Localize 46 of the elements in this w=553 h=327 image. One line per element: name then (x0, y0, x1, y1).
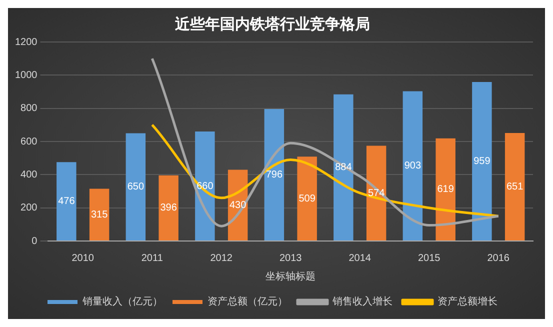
bar (89, 188, 110, 240)
bar (334, 94, 354, 240)
x-axis-title: 坐标轴标题 (266, 270, 316, 283)
bar (158, 175, 178, 240)
data-label: 315 (90, 209, 108, 220)
x-tick-label: 2016 (487, 252, 510, 264)
x-tick-label: 2011 (141, 252, 164, 264)
bar (436, 138, 456, 240)
legend-label: 资产总额（亿元） (208, 296, 288, 308)
bar (56, 162, 76, 240)
x-tick-label: 2013 (280, 252, 302, 264)
bar (195, 132, 215, 240)
bar (504, 133, 525, 240)
data-label: 959 (474, 156, 491, 167)
bar (297, 156, 317, 240)
data-label: 476 (58, 196, 76, 208)
bar (264, 108, 284, 240)
chart-title: 近些年国内铁塔行业竞争格局 (174, 14, 370, 33)
y-tick-label: 200 (20, 202, 38, 214)
bar (402, 91, 423, 240)
y-tick-label: 800 (20, 103, 38, 114)
line-series (150, 57, 500, 228)
x-tick-label: 2010 (72, 252, 94, 264)
y-tick-label: 1200 (14, 36, 38, 48)
x-tick-label: 2015 (418, 252, 441, 264)
y-tick-label: 1000 (14, 70, 38, 81)
legend-label: 销售收入增长 (332, 296, 392, 308)
bar (366, 146, 386, 240)
data-label: 619 (437, 184, 454, 196)
data-label: 651 (506, 182, 524, 193)
y-tick-label: 600 (20, 136, 38, 148)
data-label: 903 (404, 160, 422, 172)
y-tick-label: 400 (20, 169, 38, 180)
x-tick-label: 2012 (210, 252, 233, 264)
legend-label: 资产总额增长 (438, 296, 498, 308)
data-label: 884 (335, 162, 352, 174)
y-tick-label: 0 (32, 236, 38, 247)
line-series (150, 124, 500, 218)
legend-label: 销量收入（亿元） (82, 296, 162, 308)
data-label: 396 (160, 202, 178, 214)
x-tick-label: 2014 (348, 252, 372, 264)
data-label: 650 (127, 182, 144, 193)
data-label: 509 (298, 193, 316, 204)
bar (126, 133, 146, 240)
bar (472, 82, 492, 240)
data-label: 796 (266, 170, 283, 180)
